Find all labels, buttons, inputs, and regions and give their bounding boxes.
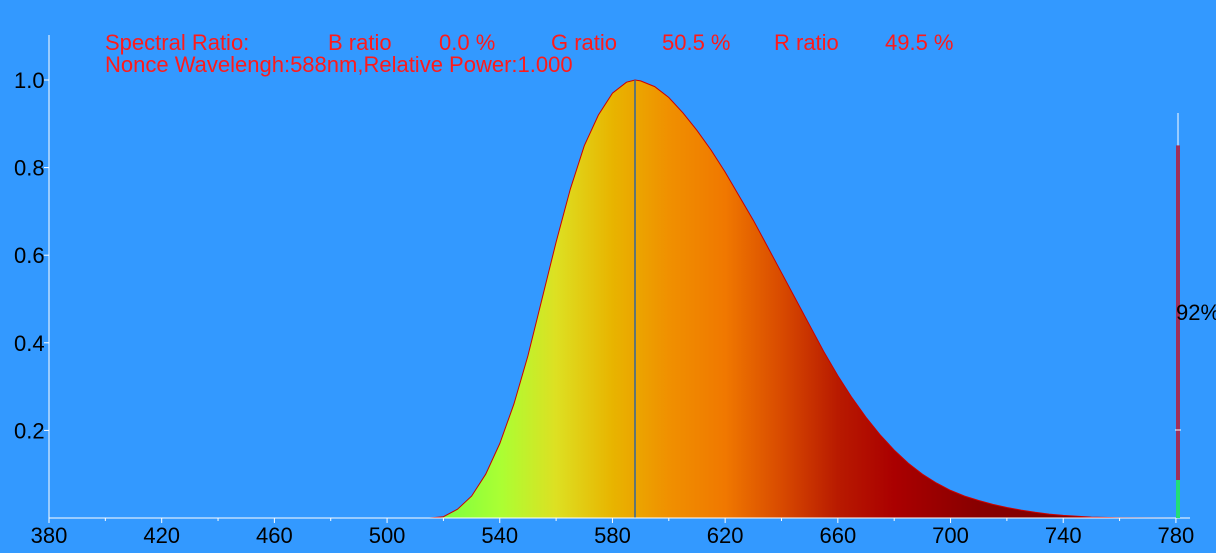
nonce-wavelength-line: Nonce Wavelengh:588nm,Relative Power:1.0… — [105, 52, 573, 77]
x-tick-label: 540 — [481, 523, 518, 548]
x-tick-label: 580 — [594, 523, 631, 548]
spectrum-area-layer — [49, 79, 1176, 519]
gauge-percent-label: 92% — [1176, 300, 1216, 325]
spectrum-area — [49, 80, 1176, 518]
x-tick-label: 620 — [707, 523, 744, 548]
x-tick-label: 700 — [932, 523, 969, 548]
x-tick-label: 780 — [1158, 523, 1195, 548]
gauge-base-segment — [1176, 480, 1180, 518]
x-tick-label: 460 — [256, 523, 293, 548]
x-tick-label: 500 — [369, 523, 406, 548]
power-gauge — [1175, 113, 1181, 518]
y-tick-label: 0.8 — [14, 156, 45, 181]
g-ratio-label: G ratio — [551, 30, 617, 55]
y-tick-label: 0.4 — [14, 331, 45, 356]
x-tick-label: 660 — [819, 523, 856, 548]
y-tick-label: 0.6 — [14, 243, 45, 268]
x-tick-label: 420 — [143, 523, 180, 548]
b-ratio-value: 0.0 % — [439, 30, 495, 55]
y-tick-label: 0.2 — [14, 418, 45, 443]
axes: 380 420 460 500 540 580 620 660 700 740 780 0.2 0.4 0… — [14, 35, 1194, 548]
r-ratio-label: R ratio — [774, 30, 839, 55]
x-tick-label: 380 — [31, 523, 68, 548]
spectrum-outline — [49, 79, 1176, 519]
g-ratio-value: 50.5 % — [662, 30, 731, 55]
r-ratio-value: 49.5 % — [885, 30, 954, 55]
spectral-ratio-label: Spectral Ratio: — [105, 30, 249, 55]
x-tick-label: 740 — [1045, 523, 1082, 548]
b-ratio-label: B ratio — [328, 30, 392, 55]
gauge-fill — [1176, 145, 1180, 518]
y-tick-label: 1.0 — [14, 68, 45, 93]
